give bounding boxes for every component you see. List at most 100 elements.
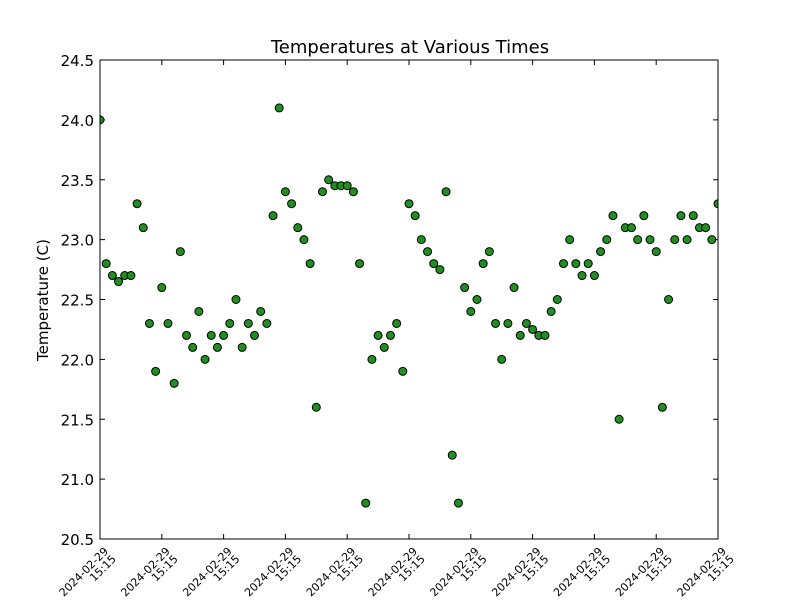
point xyxy=(682,235,692,245)
point xyxy=(188,342,198,352)
point xyxy=(521,318,531,328)
point xyxy=(664,295,674,304)
point xyxy=(138,223,148,233)
point xyxy=(151,366,161,376)
point xyxy=(392,318,402,328)
point xyxy=(614,414,624,424)
point xyxy=(503,318,513,328)
point xyxy=(100,115,105,125)
point xyxy=(589,271,599,281)
point xyxy=(701,223,711,233)
point xyxy=(460,283,470,293)
point xyxy=(546,306,556,316)
point xyxy=(348,187,358,197)
point xyxy=(565,235,575,245)
point xyxy=(528,324,538,334)
point xyxy=(379,342,389,352)
chart-title: Temperatures at Various Times xyxy=(270,37,549,58)
point xyxy=(688,211,698,221)
point xyxy=(552,295,562,304)
point xyxy=(651,247,661,257)
point xyxy=(225,318,235,328)
y-tick-label: 22.5 xyxy=(61,292,94,310)
point xyxy=(305,259,315,269)
point xyxy=(657,402,667,412)
point xyxy=(126,271,136,281)
point xyxy=(484,247,494,257)
y-tick-label: 24.5 xyxy=(61,52,94,70)
point xyxy=(596,247,606,257)
point xyxy=(559,259,568,269)
point xyxy=(447,450,457,460)
point xyxy=(466,306,476,316)
point xyxy=(175,247,185,257)
point xyxy=(200,354,210,364)
point xyxy=(287,199,297,209)
point xyxy=(206,330,216,340)
point xyxy=(676,211,686,221)
point xyxy=(243,318,253,328)
point xyxy=(497,354,507,364)
point xyxy=(602,235,612,245)
point xyxy=(342,181,352,191)
point xyxy=(472,295,482,304)
point xyxy=(311,402,321,412)
point xyxy=(633,235,643,245)
point xyxy=(163,318,173,328)
point xyxy=(645,235,655,245)
point xyxy=(367,354,377,364)
point xyxy=(404,199,414,209)
point xyxy=(268,211,278,221)
point xyxy=(540,330,550,340)
point xyxy=(132,199,142,209)
axes-frame xyxy=(99,59,719,540)
point xyxy=(478,259,488,269)
y-tick-label: 23.5 xyxy=(61,172,94,190)
point xyxy=(571,259,581,269)
plot-area xyxy=(100,103,718,508)
y-tick-label: 20.5 xyxy=(61,531,94,549)
point xyxy=(157,283,167,293)
point xyxy=(144,318,154,328)
point xyxy=(274,103,284,113)
point xyxy=(219,330,229,340)
point xyxy=(429,259,439,269)
point xyxy=(101,259,111,269)
point xyxy=(194,306,204,316)
point xyxy=(626,223,636,233)
point xyxy=(212,342,222,352)
point xyxy=(398,366,408,376)
y-tick-label: 23.0 xyxy=(61,232,94,250)
point xyxy=(280,187,290,197)
point xyxy=(373,330,383,340)
point xyxy=(107,271,117,281)
point xyxy=(299,235,309,245)
point xyxy=(237,342,247,352)
point xyxy=(262,318,272,328)
point xyxy=(435,265,445,275)
point xyxy=(293,223,303,233)
point xyxy=(423,247,433,257)
point xyxy=(385,330,395,340)
point xyxy=(169,378,179,388)
point xyxy=(515,330,525,340)
point xyxy=(231,295,241,304)
point xyxy=(453,498,463,508)
point xyxy=(256,306,266,316)
point xyxy=(250,330,259,340)
point xyxy=(608,211,618,221)
point xyxy=(441,187,451,197)
point xyxy=(361,498,371,508)
y-axis-label: Temperature (C) xyxy=(34,239,52,362)
point xyxy=(577,271,587,281)
point xyxy=(317,187,327,197)
point xyxy=(324,175,334,185)
point xyxy=(410,211,420,221)
point xyxy=(509,283,519,293)
point xyxy=(639,211,649,221)
point xyxy=(491,318,501,328)
y-tick-label: 22.0 xyxy=(61,351,94,369)
point xyxy=(114,277,124,287)
point xyxy=(182,330,192,340)
marks xyxy=(100,103,718,508)
